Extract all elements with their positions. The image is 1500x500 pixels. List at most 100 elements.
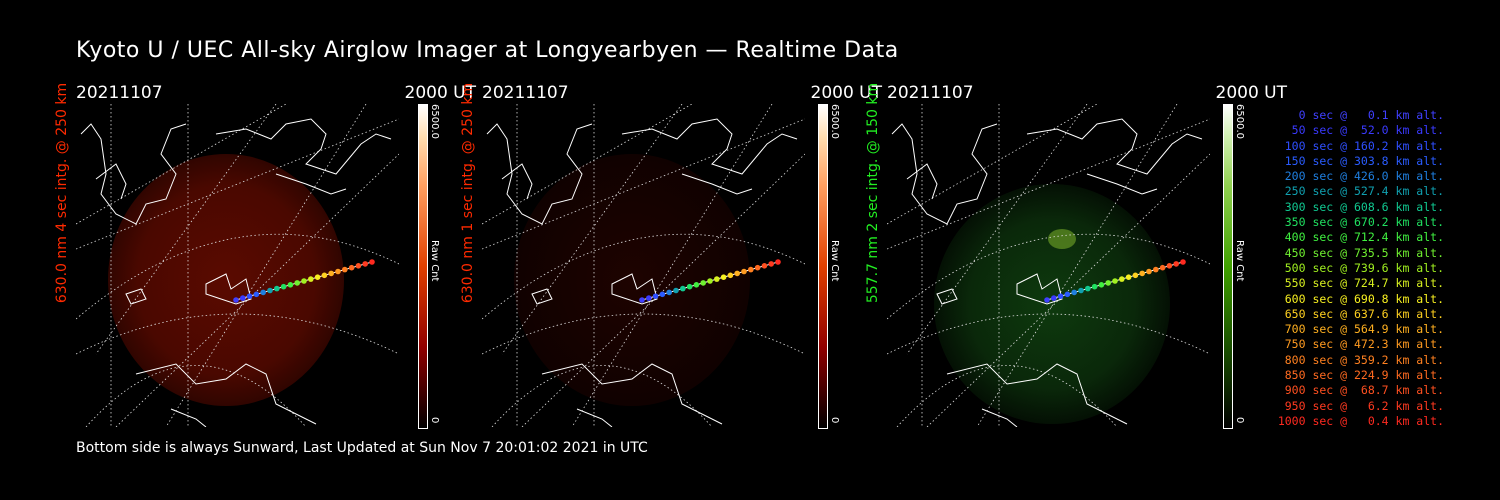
trajectory-point	[666, 289, 672, 296]
trajectory-point	[1085, 285, 1091, 292]
legend-entry: 550 sec @ 724.7 km alt.	[1277, 276, 1444, 291]
panel-y-label: 630.0 nm 1 sec intg. @ 250 km	[460, 82, 476, 304]
trajectory-track	[1044, 259, 1186, 303]
trajectory-point	[246, 293, 253, 299]
trajectory-point	[741, 268, 747, 275]
trajectory-point	[308, 276, 314, 282]
trajectory-point	[734, 270, 740, 277]
footer-note: Bottom side is always Sunward, Last Upda…	[76, 440, 648, 456]
panel-y-label: 557.7 nm 2 sec intg. @ 150 km	[865, 82, 881, 304]
trajectory-point	[301, 278, 307, 284]
trajectory-point	[314, 274, 321, 280]
trajectory-point	[348, 264, 355, 271]
legend-entry: 650 sec @ 637.6 km alt.	[1277, 306, 1444, 321]
trajectory-point	[761, 263, 768, 269]
trajectory-point	[1166, 263, 1173, 269]
colorbar-unit-label: Raw Cnt	[829, 240, 840, 282]
legend-entry: 700 sec @ 564.9 km alt.	[1277, 322, 1444, 337]
trajectory-point	[1071, 289, 1077, 296]
legend-entry: 150 sec @ 303.8 km alt.	[1277, 153, 1444, 168]
legend-entry: 950 sec @ 6.2 km alt.	[1277, 398, 1444, 413]
panel-date: 20211107	[482, 83, 569, 103]
trajectory-point	[321, 272, 328, 279]
legend-entry: 100 sec @ 160.2 km alt.	[1277, 138, 1444, 153]
colorbar	[418, 104, 428, 429]
trajectory-point	[1057, 293, 1064, 299]
allsky-image-557nm-2s	[887, 104, 1210, 427]
allsky-image-630nm-1s	[482, 104, 805, 427]
colorbar-labels: 6500.0 Raw Cnt 0	[829, 104, 854, 427]
trajectory-point	[294, 280, 300, 286]
airglow-panel-3: 20211107 2000 UT 557.7 nm 2 sec intg. @ …	[865, 80, 1288, 430]
trajectory-point	[646, 295, 652, 301]
trajectory-point	[240, 295, 246, 301]
trajectory-point	[1078, 287, 1084, 294]
legend-entry: 750 sec @ 472.3 km alt.	[1277, 337, 1444, 352]
trajectory-point	[287, 282, 294, 288]
trajectory-point	[342, 266, 348, 273]
airglow-panel-1: 20211107 2000 UT 630.0 nm 4 sec intg. @ …	[54, 80, 477, 430]
trajectory-point	[714, 276, 720, 282]
colorbar-unit-label: Raw Cnt	[1234, 240, 1245, 282]
panel-time: 2000 UT	[810, 83, 883, 103]
legend-entry: 400 sec @ 712.4 km alt.	[1277, 230, 1444, 245]
trajectory-point	[639, 297, 645, 303]
trajectory-point	[720, 274, 727, 280]
airglow-panel-2: 20211107 2000 UT 630.0 nm 1 sec intg. @ …	[460, 80, 883, 430]
colorbar-labels: 6500.0 Raw Cnt 0	[1234, 104, 1259, 427]
trajectory-point	[1064, 291, 1071, 298]
colorbar-labels: 6500.0 Raw Cnt 0	[429, 104, 454, 427]
trajectory-point	[362, 261, 369, 267]
trajectory-point	[700, 280, 706, 286]
colorbar	[818, 104, 828, 429]
trajectory-point	[369, 259, 375, 265]
legend-entry: 800 sec @ 359.2 km alt.	[1277, 352, 1444, 367]
trajectory-point	[1098, 282, 1105, 288]
legend-entry: 500 sec @ 739.6 km alt.	[1277, 260, 1444, 275]
legend-entry: 300 sec @ 608.6 km alt.	[1277, 199, 1444, 214]
colorbar-min-label: 0	[429, 417, 440, 424]
trajectory-point	[1044, 297, 1050, 303]
trajectory-track	[233, 259, 375, 303]
trajectory-point	[748, 266, 754, 273]
panel-date: 20211107	[76, 83, 163, 103]
colorbar	[1223, 104, 1233, 429]
trajectory-legend: 0 sec @ 0.1 km alt. 50 sec @ 52.0 km alt…	[1262, 108, 1444, 429]
trajectory-point	[1119, 276, 1125, 282]
trajectory-point	[274, 285, 280, 292]
legend-entry: 0 sec @ 0.1 km alt.	[1277, 108, 1444, 122]
colorbar-unit-label: Raw Cnt	[429, 240, 440, 282]
legend-entry: 450 sec @ 735.5 km alt.	[1277, 245, 1444, 260]
trajectory-point	[1153, 266, 1159, 273]
trajectory-point	[680, 285, 686, 292]
trajectory-point	[1146, 268, 1152, 275]
legend-entry: 600 sec @ 690.8 km alt.	[1277, 291, 1444, 306]
colorbar-max-label: 6500.0	[1234, 104, 1245, 139]
trajectory-point	[768, 261, 774, 267]
colorbar-max-label: 6500.0	[429, 104, 440, 139]
trajectory-point	[1159, 264, 1166, 271]
trajectory-point	[659, 291, 666, 298]
trajectory-point	[267, 287, 273, 294]
trajectory-point	[1091, 283, 1098, 290]
trajectory-point	[355, 263, 362, 269]
legend-entry: 350 sec @ 670.2 km alt.	[1277, 215, 1444, 230]
panel-y-label: 630.0 nm 4 sec intg. @ 250 km	[54, 82, 70, 304]
trajectory-point	[775, 259, 781, 265]
panel-date: 20211107	[887, 83, 974, 103]
trajectory-point	[335, 268, 341, 275]
panel-time: 2000 UT	[404, 83, 477, 103]
colorbar-min-label: 0	[1234, 417, 1245, 424]
trajectory-point	[328, 270, 334, 277]
allsky-image-630nm-4s	[76, 104, 399, 427]
trajectory-point	[280, 283, 287, 290]
legend-entry: 50 sec @ 52.0 km alt.	[1277, 123, 1444, 138]
trajectory-point	[1173, 261, 1179, 267]
trajectory-point	[1112, 278, 1118, 284]
trajectory-track	[639, 259, 781, 303]
legend-entry: 850 sec @ 224.9 km alt.	[1277, 368, 1444, 383]
legend-entry: 1000 sec @ 0.4 km alt.	[1277, 413, 1444, 428]
legend-entry: 250 sec @ 527.4 km alt.	[1277, 184, 1444, 199]
trajectory-point	[1051, 295, 1057, 301]
panel-time: 2000 UT	[1215, 83, 1288, 103]
